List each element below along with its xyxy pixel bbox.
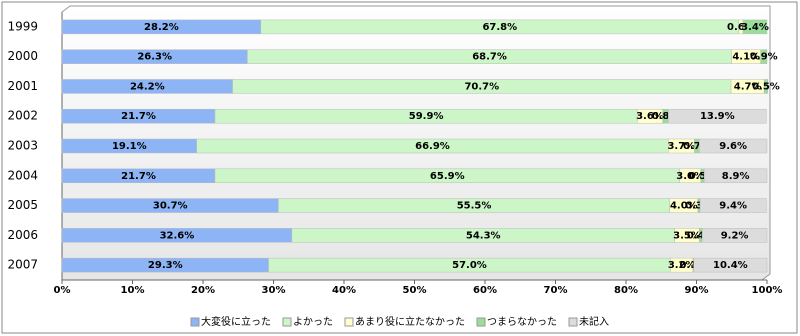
x-tick-label: 60%	[473, 285, 497, 296]
value-label: 32.6%	[160, 230, 195, 241]
x-tick-label: 100%	[752, 285, 783, 296]
legend-label: 未記入	[579, 315, 609, 328]
legend-label: よかった	[293, 316, 333, 328]
value-label: 3.6%	[636, 111, 664, 122]
x-tick-label: 0%	[54, 285, 71, 296]
value-label: 13.9%	[700, 111, 735, 122]
value-label: 9.6%	[719, 141, 747, 152]
value-label: 3.4%	[741, 22, 769, 33]
value-label: 57.0%	[452, 260, 487, 271]
value-label: 4.0%	[670, 201, 698, 212]
y-tick-label: 2005	[7, 198, 38, 212]
value-label: 67.8%	[482, 22, 517, 33]
value-label: 26.3%	[137, 52, 172, 63]
x-tick-label: 70%	[544, 285, 568, 296]
value-label: 30.7%	[153, 201, 188, 212]
legend-swatch	[344, 317, 354, 327]
x-tick-label: 90%	[685, 285, 709, 296]
bar-segment	[704, 168, 768, 184]
y-tick-label: 2002	[7, 109, 38, 123]
bar-segment	[699, 198, 767, 213]
value-label: 8.9%	[722, 171, 750, 182]
value-label: 0.7%	[683, 141, 711, 152]
bar-segment	[699, 138, 768, 154]
value-label: 65.9%	[430, 171, 465, 182]
value-label: 21.7%	[121, 171, 156, 182]
value-label: 9.2%	[721, 230, 749, 241]
x-tick-label: 80%	[614, 285, 638, 296]
legend-label: つまらなかった	[487, 316, 557, 328]
value-label: 3.0%	[676, 171, 704, 182]
value-label: 3.7%	[667, 141, 695, 152]
value-label: 55.5%	[457, 201, 492, 212]
value-label: 66.9%	[415, 141, 450, 152]
y-tick-label: 2001	[7, 79, 38, 93]
value-label: 28.2%	[144, 22, 179, 33]
x-tick-label: 40%	[332, 285, 356, 296]
y-tick-label: 2006	[7, 228, 38, 242]
value-label: 9.4%	[719, 201, 747, 212]
x-tick-label: 50%	[403, 285, 427, 296]
x-tick-label: 20%	[191, 285, 215, 296]
value-label: 0.5%	[689, 171, 717, 182]
value-label: 4.1%	[732, 52, 760, 63]
y-tick-label: 2000	[7, 49, 38, 63]
y-tick-label: 2004	[7, 168, 38, 182]
value-label: 54.3%	[466, 230, 501, 241]
x-tick-label: 30%	[262, 285, 286, 296]
legend-label: あまり役に立たなかった	[355, 315, 465, 328]
value-label: 10.4%	[713, 260, 748, 271]
legend: 大変役に立った よかった あまり役に立たなかった つまらなかった 未記入	[190, 315, 609, 328]
bar-segment	[701, 228, 768, 243]
legend-label: 大変役に立った	[201, 315, 271, 328]
value-label: 21.7%	[121, 111, 156, 122]
value-label: 0.8%	[652, 111, 680, 122]
y-tick-label: 2003	[7, 139, 38, 153]
value-label: 3.5%	[673, 230, 701, 241]
value-label: 24.2%	[130, 81, 165, 92]
value-label: 0.4%	[687, 230, 715, 241]
y-tick-label: 2007	[7, 258, 38, 272]
legend-swatch	[282, 317, 292, 327]
value-label: 0.3%	[685, 201, 713, 212]
bar-segment	[742, 19, 768, 35]
value-label: 0.5%	[752, 81, 780, 92]
value-label: 59.9%	[409, 111, 444, 122]
bar-segment	[668, 108, 767, 124]
x-tick-label: 10%	[121, 285, 145, 296]
legend-swatch	[476, 317, 486, 327]
bar-segment	[760, 49, 768, 64]
legend-swatch	[568, 317, 578, 327]
legend-swatch	[190, 317, 200, 327]
value-label: 29.3%	[148, 260, 183, 271]
value-label: 70.7%	[464, 81, 499, 92]
bar-segment	[763, 79, 768, 94]
value-label: 3.2%	[668, 260, 696, 271]
value-label: 19.1%	[112, 141, 147, 152]
y-tick-label: 1999	[7, 19, 38, 33]
value-label: 0.6%	[727, 22, 755, 33]
bar-segment	[693, 257, 768, 273]
value-label: 68.7%	[472, 52, 507, 63]
value-label: 0.1%	[679, 260, 707, 271]
value-label: 4.7%	[734, 81, 762, 92]
value-label: 0.9%	[750, 52, 778, 63]
